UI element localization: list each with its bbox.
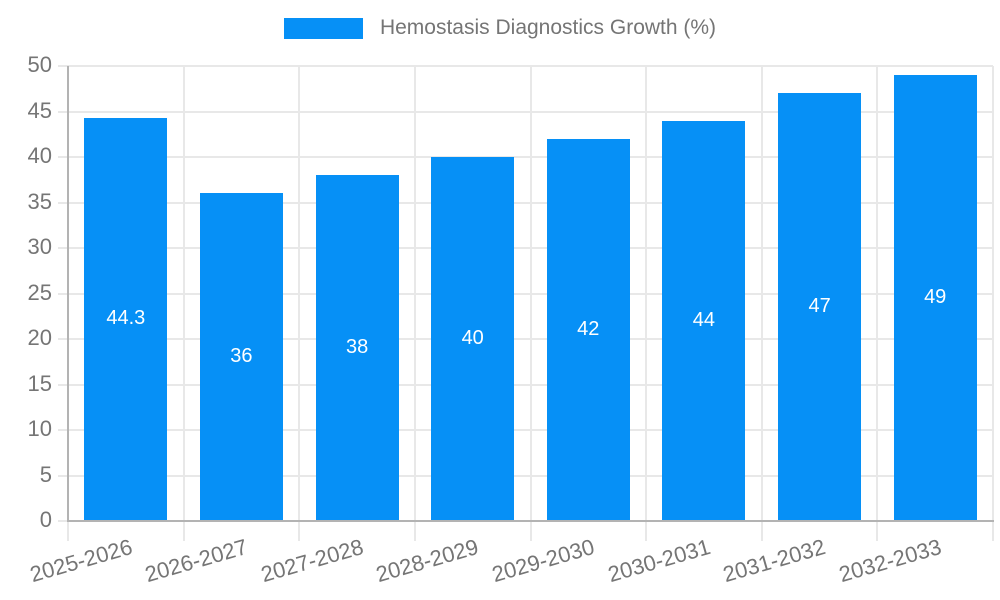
gridline-horizontal	[58, 65, 993, 67]
bar[interactable]	[546, 138, 630, 520]
bar-value-label: 47	[808, 295, 831, 318]
x-tick-label: 2027-2028	[257, 534, 367, 588]
y-tick-label: 50	[27, 51, 52, 77]
legend[interactable]: Hemostasis Diagnostics Growth (%)	[0, 16, 1000, 40]
x-axis	[67, 520, 994, 522]
gridline-horizontal	[58, 474, 993, 477]
x-tick-label: 2032-2033	[836, 534, 945, 588]
y-tick-label: 40	[27, 142, 52, 168]
gridline-horizontal	[58, 201, 993, 204]
y-tick-label: 25	[27, 279, 52, 305]
gridline-vertical	[182, 66, 185, 541]
bar[interactable]	[199, 193, 283, 520]
bar-value-label: 44.3	[106, 307, 146, 330]
gridline-horizontal	[58, 383, 993, 386]
x-axis-tick	[67, 521, 69, 541]
gridline-horizontal	[58, 338, 993, 340]
bar-value-label: 49	[924, 286, 947, 309]
y-tick-label: 20	[27, 324, 52, 350]
x-tick-label: 2031-2032	[720, 534, 829, 588]
gridline-vertical	[760, 66, 763, 541]
y-tick-label: 45	[27, 97, 52, 123]
bar-value-label: 36	[230, 345, 253, 368]
gridline-vertical	[529, 66, 532, 541]
bar-value-label: 44	[692, 308, 716, 331]
bar-value-label: 40	[461, 327, 484, 349]
gridline-vertical	[413, 66, 416, 541]
gridline-horizontal	[58, 429, 993, 431]
y-tick-label: 15	[27, 370, 52, 396]
gridline-horizontal	[58, 110, 993, 113]
y-tick-label: 30	[27, 233, 52, 259]
gridline-vertical	[876, 66, 879, 541]
gridline-vertical	[298, 66, 301, 541]
bar[interactable]	[662, 120, 746, 520]
x-tick-label: 2025-2026	[26, 534, 135, 588]
y-tick-label: 0	[39, 506, 52, 532]
y-tick-label: 5	[39, 461, 52, 487]
bar-value-label: 38	[345, 336, 369, 359]
gridline-horizontal	[58, 156, 993, 158]
x-tick-label: 2030-2031	[604, 534, 713, 588]
bar[interactable]	[778, 93, 862, 520]
bar-value-label: 42	[577, 317, 600, 340]
bar[interactable]	[893, 75, 977, 520]
x-tick-label: 2029-2030	[489, 534, 598, 588]
legend-label: Hemostasis Diagnostics Growth (%)	[379, 16, 717, 39]
gridline-vertical	[645, 66, 648, 541]
x-tick-label: 2028-2029	[373, 534, 482, 588]
legend-swatch	[283, 17, 363, 39]
bar[interactable]	[431, 157, 515, 520]
y-tick-label: 35	[27, 188, 52, 214]
y-tick-label: 10	[27, 415, 52, 441]
x-tick-label: 2026-2027	[142, 534, 251, 588]
bar[interactable]	[84, 117, 168, 520]
bar[interactable]	[315, 175, 399, 520]
gridline-vertical	[992, 66, 994, 541]
gridline-horizontal	[58, 247, 993, 249]
y-axis	[67, 66, 69, 521]
gridline-horizontal	[58, 292, 993, 295]
